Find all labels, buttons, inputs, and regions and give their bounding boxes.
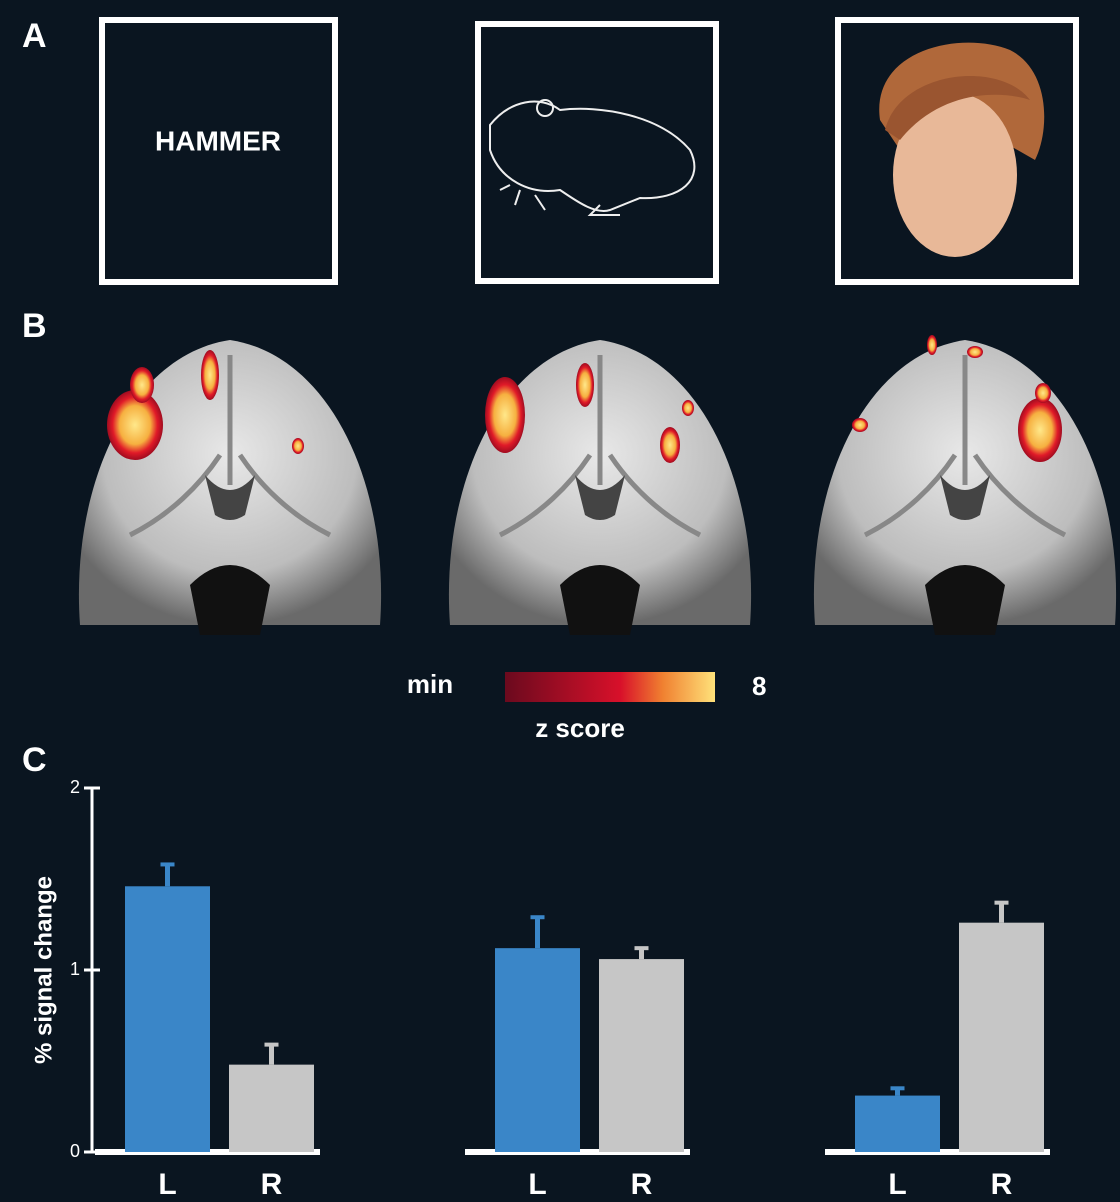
x-tick-label: R [991,1168,1013,1201]
stimulus-frame [475,21,719,284]
bar [599,959,684,1152]
x-tick-label: R [261,1168,283,1201]
x-tick-label: L [158,1168,176,1201]
brain-slice [79,340,381,635]
y-tick-label: 2 [70,777,80,797]
bar [125,886,210,1152]
panel-label: B [22,307,47,345]
x-tick-label: L [528,1168,546,1201]
colorbar-title: z score [535,713,625,743]
x-tick-label: L [888,1168,906,1201]
bar [855,1095,940,1152]
colorbar-min: min [407,669,453,699]
face-photo [879,42,1045,257]
frog-drawing [489,99,696,216]
colorbar-max: 8 [752,671,766,701]
bar [959,922,1044,1152]
activation [107,335,1062,463]
y-tick-label: 1 [70,959,80,979]
panel-label: C [22,741,47,779]
bar [495,948,580,1152]
y-axis-label: % signal change [30,876,57,1064]
colorbar [505,672,715,702]
stimulus-frame [99,17,338,285]
panel-label: A [22,17,47,55]
y-tick-label: 0 [70,1141,80,1161]
brain-slice [814,340,1116,635]
bar [229,1064,314,1152]
stimulus-word: HAMMER [155,125,281,156]
x-tick-label: R [631,1168,653,1201]
